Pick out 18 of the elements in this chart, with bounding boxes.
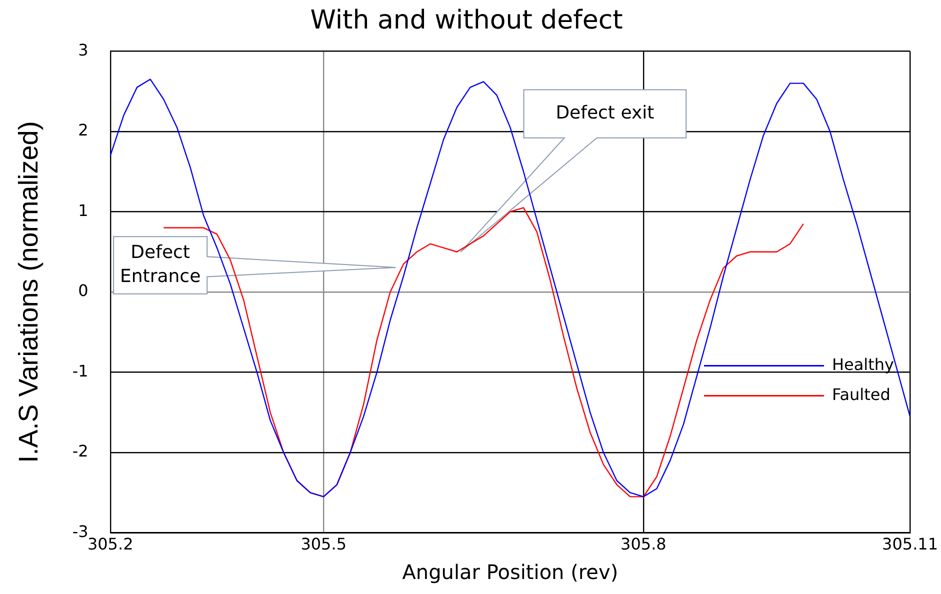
x-tick-label: 305.2	[87, 534, 134, 554]
y-tick-label: 0	[78, 281, 88, 300]
x-tick-label: 305.5	[300, 534, 346, 554]
x-tick-label: 305.8	[620, 534, 666, 554]
y-axis-title: I.A.S Variations (normalized)	[14, 121, 44, 463]
y-tick-label: -2	[72, 442, 88, 461]
y-tick-label: 1	[78, 200, 88, 220]
x-tick-label: 305.11	[882, 534, 938, 554]
text: Faulted	[832, 384, 890, 404]
y-tick-label: 3	[78, 40, 88, 60]
y-tick-label: -3	[72, 522, 88, 541]
x-axis-title: Angular Position (rev)	[402, 560, 618, 584]
chart-title: With and without defect	[310, 5, 623, 36]
series-label: Healthy	[832, 354, 894, 374]
annotation: Defect Entrance	[120, 242, 201, 287]
annotation: Defect exit	[556, 102, 654, 124]
y-tick-label: 2	[78, 120, 88, 140]
y-tick-label: -1	[72, 361, 88, 380]
